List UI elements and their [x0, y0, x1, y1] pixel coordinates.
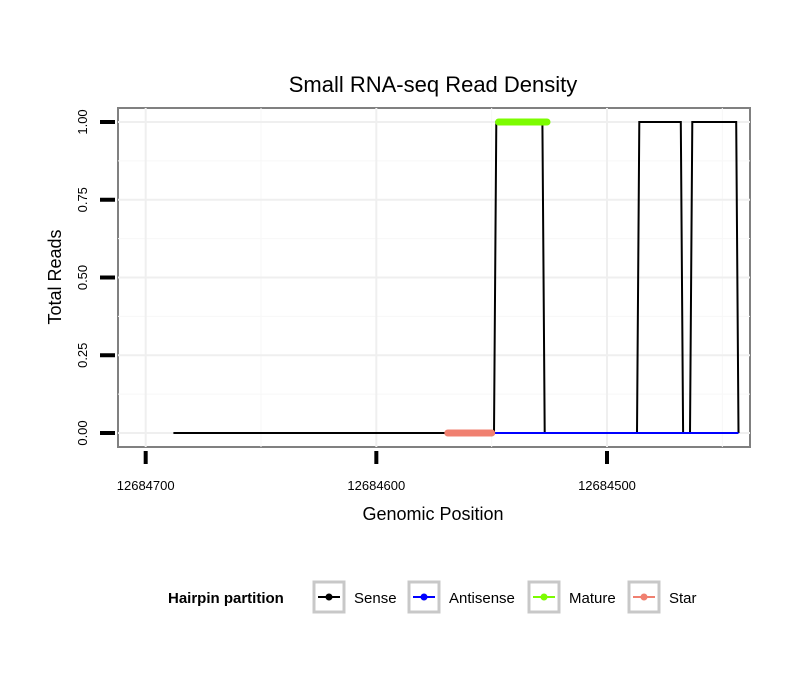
legend-label-antisense: Antisense [449, 590, 515, 607]
legend: Hairpin partition Sense Antisense Mature St… [168, 580, 697, 614]
legend-dot-star [640, 593, 648, 601]
legend-dot-antisense [420, 593, 428, 601]
legend-title: Hairpin partition [168, 590, 284, 607]
y-tick-label: 0.50 [75, 265, 90, 290]
y-tick-label: 0.25 [75, 343, 90, 368]
x-axis-title: Genomic Position [362, 504, 503, 524]
series-layer [173, 118, 740, 437]
x-tick-label: 12684700 [117, 478, 175, 493]
legend-label-mature: Mature [569, 590, 616, 607]
y-tick-label: 1.00 [75, 109, 90, 134]
grid [118, 108, 750, 447]
legend-label-star: Star [669, 590, 697, 607]
legend-label-sense: Sense [354, 590, 397, 607]
chart-title: Small RNA-seq Read Density [289, 72, 578, 97]
legend-dot-mature [540, 593, 548, 601]
legend-dot-sense [325, 593, 333, 601]
x-tick-label: 12684500 [578, 478, 636, 493]
x-tick-label: 12684600 [347, 478, 405, 493]
y-tick-label: 0.00 [75, 420, 90, 445]
axes: 12684700 12684600 12684500 0.00 0.25 0.50 0.75… [75, 109, 636, 493]
y-axis-title: Total Reads [45, 229, 65, 324]
y-tick-label: 0.75 [75, 187, 90, 212]
